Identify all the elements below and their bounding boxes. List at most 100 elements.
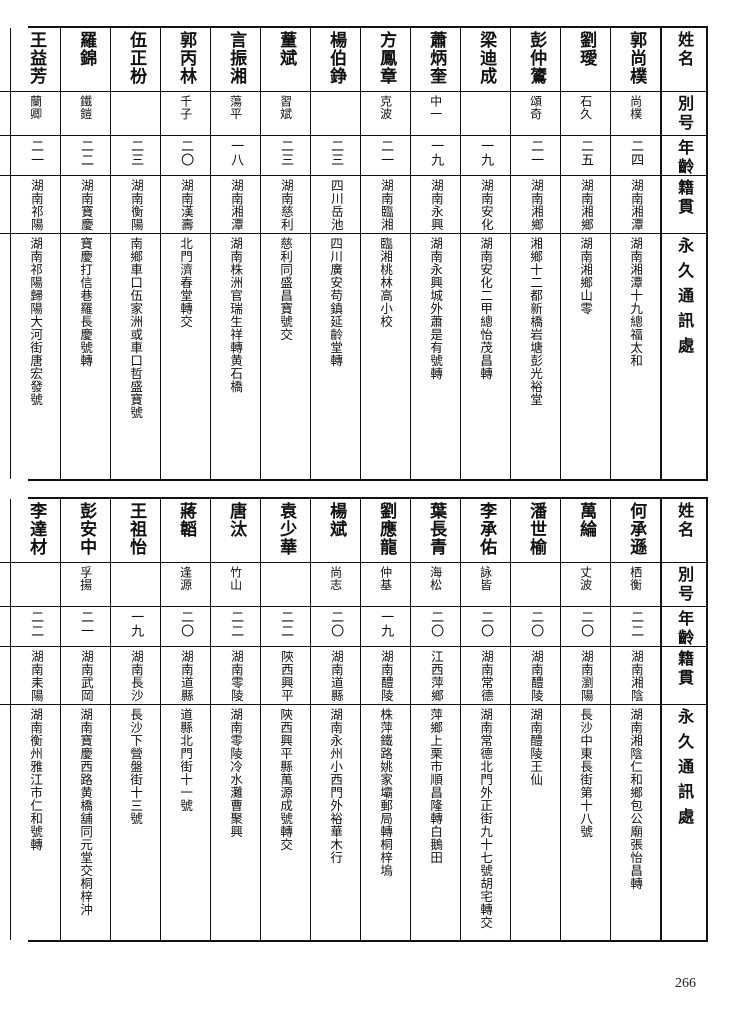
record-name: 楊斌 (326, 502, 347, 538)
roster-table-top: 姓名 別号 年齡 籍貫 永久通訊處 郭尚樸 尚樸 二四 湖南湘潭 湖南湘潭十九總福太和劉… (0, 26, 708, 481)
record-native-place-cell: 湖南慈利 (261, 176, 310, 234)
row-header-address-label: 永久通訊處 (675, 708, 695, 833)
record-age-cell: 二三 (111, 136, 160, 176)
record-name: 葉長青 (426, 502, 447, 556)
record-name-cell: 王益芳 (11, 28, 60, 92)
record-alias-cell: 克波 (361, 92, 410, 136)
record-alias: 頌奇 (528, 95, 543, 120)
record-alias-cell: 海松 (411, 563, 460, 607)
record-native-place-cell: 湖南耒陽 (11, 647, 60, 705)
record-native-place: 江西萍鄉 (428, 650, 444, 702)
record-address-cell: 慈利同盛昌寶號交 (261, 234, 310, 479)
record-age: 二一 (78, 610, 94, 638)
record-native-place: 湖南零陵 (228, 650, 244, 702)
record-age-cell: 二四 (0, 607, 10, 647)
record-address: 臨湘桃林高小校 (378, 237, 394, 328)
record-column: 何承遜 栖衡 二二 湖南湘陰 湖南湘陰仁和鄉包公廟張怡昌轉 (610, 499, 660, 940)
record-alias-cell (111, 563, 160, 607)
record-name: 劉璦 (576, 31, 597, 67)
record-age: 二二 (78, 139, 94, 167)
record-name: 何承遜 (626, 502, 647, 556)
record-native-place: 湖南醴陵 (528, 650, 544, 702)
record-age-cell: 二〇 (161, 607, 210, 647)
record-native-place-cell: 湖南長沙 (0, 176, 10, 234)
record-column: 李承佑 詠皆 二〇 湖南常德 湖南常德北門外正街九十七號胡宅轉交 (460, 499, 510, 940)
record-column: 彭仲鷟 頌奇 二一 湖南湘鄉 湘鄉十二都新橋岩塘彭光裕堂 (510, 28, 560, 479)
record-column: 梁迪成 一九 湖南安化 湖南安化二甲總怡茂昌轉 (460, 28, 510, 479)
record-age: 二三 (128, 139, 144, 167)
record-alias-cell (111, 92, 160, 136)
record-name-cell: 梁迪成 (461, 28, 510, 92)
record-native-place-cell: 湖南武岡 (61, 647, 110, 705)
record-name-cell: 郭尚樸 (611, 28, 660, 92)
record-column: 葉長青 海松 二〇 江西萍鄉 萍鄉上栗市順昌隆轉白鵝田 (410, 499, 460, 940)
record-age: 二〇 (478, 610, 494, 638)
record-native-place: 湖南永興 (428, 179, 444, 231)
record-alias: 詠皆 (478, 566, 493, 591)
record-address: 南鄉車口伍家洲或車口哲盛寶號 (128, 237, 144, 419)
record-address-cell: 湘鄉十二都新橋岩塘彭光裕堂 (511, 234, 560, 479)
record-age-cell: 一九 (461, 136, 510, 176)
record-column: 王益芳 蘭卿 二一 湖南祁陽 湖南祁陽歸陽大河街唐宏發號 (10, 28, 60, 479)
record-name: 梁迪成 (476, 31, 497, 85)
record-age: 二〇 (528, 610, 544, 638)
record-alias-cell: 石久 (561, 92, 610, 136)
record-address-cell: 湖南湘陰仁和鄉包公廟張怡昌轉 (611, 705, 660, 940)
record-native-place: 湖南道縣 (328, 650, 344, 702)
row-header-address: 永久通訊處 (662, 705, 706, 940)
record-age-cell: 二〇 (461, 607, 510, 647)
record-native-place: 湖南武岡 (78, 650, 94, 702)
record-native-place: 湖南慈利 (278, 179, 294, 231)
record-address-cell: 湖南湘潭十九總福太和 (611, 234, 660, 479)
record-address: 湖南零陵冷水灘曹聚興 (228, 708, 244, 838)
record-column: 李達材 二二 湖南耒陽 湖南衡州雅江市仁和號轉 (10, 499, 60, 940)
record-native-place: 湖南湘潭 (628, 179, 644, 231)
row-header-native-label: 籍貫 (675, 650, 695, 688)
record-address: 湖南常德北門外正街九十七號胡宅轉交 (478, 708, 494, 929)
record-alias-cell: 尚志 (311, 563, 360, 607)
record-age-cell: 二〇 (311, 607, 360, 647)
record-native-place: 湖南道縣 (178, 650, 194, 702)
record-alias: 仲基 (378, 566, 393, 591)
record-address: 湘鄉十二都新橋岩塘彭光裕堂 (528, 237, 544, 406)
record-address-cell: 道縣北門街十一號 (161, 705, 210, 940)
record-name-cell: 言振湘 (211, 28, 260, 92)
record-column: 郭尚樸 尚樸 二四 湖南湘潭 湖南湘潭十九總福太和 (610, 28, 660, 479)
record-alias-cell: 全凱 (0, 563, 10, 607)
record-alias: 石久 (578, 95, 593, 120)
record-column: 蕭鑑霞球二二湖南長沙湖南長沙潽紅牌樓六元銀樓轉交 (0, 28, 10, 479)
record-native-place-cell: 湖南耒陽 (0, 647, 10, 705)
record-address-cell: 南鄉車口伍家洲或車口哲盛寶號 (111, 234, 160, 479)
record-name-cell: 潘世榆 (511, 499, 560, 563)
row-header-address-label: 永久通訊處 (675, 237, 695, 362)
row-header-age: 年齡 (662, 136, 706, 176)
record-address: 慈利同盛昌寶號交 (278, 237, 294, 341)
record-address: 四川廣安苟鎮延齡堂轉 (328, 237, 344, 367)
record-alias-cell: 習斌 (261, 92, 310, 136)
record-address-cell: 湖南永州小西門外裕華木行 (311, 705, 360, 940)
record-native-place-cell: 湖南湘潭 (611, 176, 660, 234)
record-name: 王祖怡 (126, 502, 147, 556)
record-age-cell: 一八 (211, 136, 260, 176)
record-address-cell: 湖南湘鄉山零 (561, 234, 610, 479)
record-name: 方鳳章 (376, 31, 397, 85)
record-age-cell: 二二 (261, 607, 310, 647)
record-name-cell: 楊伯錚 (311, 28, 360, 92)
record-native-place-cell: 陝西興平 (261, 647, 310, 705)
record-address-cell: 湖南株洲官瑞生祥轉黄石橋 (211, 234, 260, 479)
record-alias-cell (511, 563, 560, 607)
record-address: 陝西興平縣萬源成號轉交 (278, 708, 294, 851)
record-column: 潘世榆 二〇 湖南醴陵 湖南醴陵王仙 (510, 499, 560, 940)
record-address: 湖南衡州雅江市仁和號轉 (28, 708, 44, 851)
record-native-place: 湖南臨湘 (378, 179, 394, 231)
record-name-cell: 李承佑 (461, 499, 510, 563)
record-age: 二〇 (578, 610, 594, 638)
record-name: 潘世榆 (526, 502, 547, 556)
record-native-place-cell: 湖南衡陽 (111, 176, 160, 234)
row-header-name-label: 姓名 (675, 502, 695, 540)
record-age: 一九 (128, 610, 144, 638)
record-name: 蕭炳奎 (426, 31, 447, 85)
record-native-place-cell: 湖南湘鄉 (561, 176, 610, 234)
record-column: 言振湘 蕩平 一八 湖南湘潭 湖南株洲官瑞生祥轉黄石橋 (210, 28, 260, 479)
record-age-cell: 二一 (511, 136, 560, 176)
